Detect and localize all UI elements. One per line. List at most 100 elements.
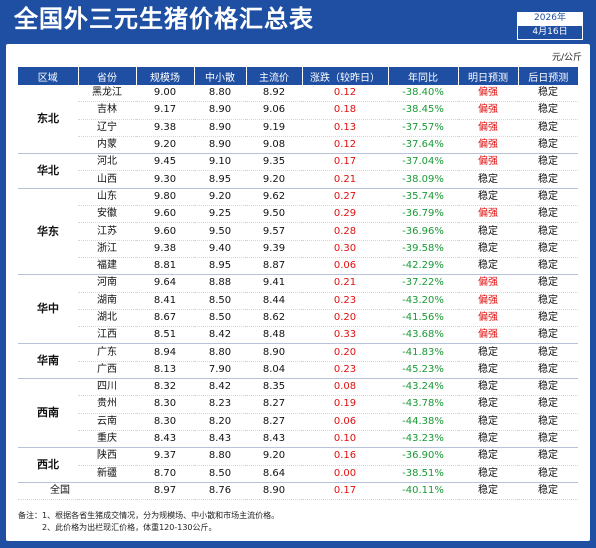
large-farm-cell: 9.60 — [136, 205, 194, 224]
main-price-cell: 9.06 — [246, 101, 302, 120]
date-day: 4月16日 — [517, 25, 583, 40]
table-row: 湖南 8.41 8.50 8.44 0.23 -43.20% 偏强 稳定 — [18, 292, 578, 310]
yoy-cell: -37.64% — [388, 136, 458, 155]
province-cell: 湖北 — [78, 309, 136, 328]
national-row: 全国 8.97 8.76 8.90 0.17 -40.11% 稳定 稳定 — [18, 482, 578, 501]
small-farm-cell: 8.23 — [194, 395, 246, 414]
change-cell: 0.08 — [302, 378, 388, 397]
forecast-after-cell: 稳定 — [518, 413, 578, 431]
province-cell: 内蒙 — [78, 136, 136, 155]
price-card: 元/公斤 区域 省份 规模场 中小散 主流价 涨跌（较昨日） 年同比 明日预测 … — [6, 44, 590, 541]
change-cell: 0.27 — [302, 188, 388, 207]
change-cell: 0.06 — [302, 413, 388, 431]
header-forecast-tomorrow: 明日预测 — [457, 67, 518, 85]
small-farm-cell: 8.90 — [194, 136, 246, 155]
province-cell: 重庆 — [78, 430, 136, 449]
table-row: 新疆 8.70 8.50 8.64 0.00 -38.51% 稳定 稳定 — [18, 465, 578, 483]
large-farm-cell: 8.97 — [136, 482, 194, 501]
change-cell: 0.17 — [302, 153, 388, 172]
yoy-cell: -45.23% — [388, 361, 458, 380]
large-farm-cell: 8.41 — [136, 292, 194, 310]
table-row: 华南 广东 8.94 8.80 8.90 0.20 -41.83% 稳定 稳定 — [18, 343, 578, 380]
table-row: 重庆 8.43 8.43 8.43 0.10 -43.23% 稳定 稳定 — [18, 430, 578, 449]
yoy-cell: -42.29% — [388, 257, 458, 276]
province-cell: 广东 — [78, 343, 136, 362]
small-farm-cell: 8.42 — [194, 326, 246, 345]
table-row: 辽宁 9.38 8.90 9.19 0.13 -37.57% 偏强 稳定 — [18, 119, 578, 137]
forecast-tomorrow-cell: 偏强 — [458, 292, 518, 310]
province-cell: 贵州 — [78, 395, 136, 414]
small-farm-cell: 8.43 — [194, 430, 246, 449]
main-price-cell: 9.19 — [246, 119, 302, 137]
forecast-after-cell: 稳定 — [518, 222, 578, 241]
table-row: 贵州 8.30 8.23 8.27 0.19 -43.78% 稳定 稳定 — [18, 395, 578, 414]
yoy-cell: -36.96% — [388, 222, 458, 241]
table-row: 华东 山东 9.80 9.20 9.62 0.27 -35.74% 稳定 稳定 — [18, 188, 578, 276]
yoy-cell: -43.68% — [388, 326, 458, 345]
yoy-cell: -37.57% — [388, 119, 458, 137]
header-region: 区域 — [18, 67, 78, 85]
forecast-tomorrow-cell: 稳定 — [458, 413, 518, 431]
large-farm-cell: 8.94 — [136, 343, 194, 362]
change-cell: 0.23 — [302, 292, 388, 310]
yoy-cell: -43.23% — [388, 430, 458, 449]
change-cell: 0.18 — [302, 101, 388, 120]
footnote-1: 备注：1、根据各省生猪成交情况，分为规模场、中小散和市场主流价格。 — [18, 511, 280, 520]
change-cell: 0.19 — [302, 395, 388, 414]
yoy-cell: -41.83% — [388, 343, 458, 362]
table-row: 西南 四川 8.32 8.42 8.35 0.08 -43.24% 稳定 稳定 — [18, 378, 578, 449]
footnotes: 备注：1、根据各省生猪成交情况，分为规模场、中小散和市场主流价格。 2、此价格为… — [18, 510, 279, 534]
footnote-2: 2、此价格为出栏现汇价格，体重120-130公斤。 — [42, 523, 217, 532]
table-row: 华北 河北 9.45 9.10 9.35 0.17 -37.04% 偏强 稳定 — [18, 153, 578, 189]
table-row: 安徽 9.60 9.25 9.50 0.29 -36.79% 偏强 稳定 — [18, 205, 578, 224]
forecast-tomorrow-cell: 偏强 — [458, 136, 518, 155]
small-farm-cell: 8.80 — [194, 343, 246, 362]
header-forecast-after: 后日预测 — [517, 67, 578, 85]
yoy-cell: -43.20% — [388, 292, 458, 310]
forecast-tomorrow-cell: 稳定 — [458, 222, 518, 241]
main-price-cell: 8.92 — [246, 85, 302, 103]
main-price-cell: 8.44 — [246, 292, 302, 310]
forecast-after-cell: 稳定 — [518, 101, 578, 120]
small-farm-cell: 8.80 — [194, 85, 246, 103]
yoy-cell: -43.24% — [388, 378, 458, 397]
forecast-tomorrow-cell: 偏强 — [458, 205, 518, 224]
forecast-tomorrow-cell: 稳定 — [458, 343, 518, 362]
region-cell: 华东 — [18, 188, 78, 276]
page-title: 全国外三元生猪价格汇总表 — [14, 5, 314, 33]
yoy-cell: -38.40% — [388, 85, 458, 103]
large-farm-cell: 9.80 — [136, 188, 194, 207]
large-farm-cell: 9.30 — [136, 170, 194, 189]
province-cell: 广西 — [78, 361, 136, 380]
forecast-after-cell: 稳定 — [518, 465, 578, 483]
large-farm-cell: 8.32 — [136, 378, 194, 397]
forecast-after-cell: 稳定 — [518, 188, 578, 207]
national-label: 全国 — [18, 482, 136, 501]
forecast-tomorrow-cell: 偏强 — [458, 153, 518, 172]
main-price-cell: 9.20 — [246, 447, 302, 466]
province-cell: 福建 — [78, 257, 136, 276]
province-cell: 河北 — [78, 153, 136, 172]
province-cell: 浙江 — [78, 240, 136, 258]
change-cell: 0.21 — [302, 170, 388, 189]
large-farm-cell: 9.60 — [136, 222, 194, 241]
forecast-tomorrow-cell: 偏强 — [458, 119, 518, 137]
forecast-tomorrow-cell: 稳定 — [458, 447, 518, 466]
province-cell: 新疆 — [78, 465, 136, 483]
main-price-cell: 8.64 — [246, 465, 302, 483]
small-farm-cell: 8.20 — [194, 413, 246, 431]
change-cell: 0.10 — [302, 430, 388, 449]
header-row: 区域 省份 规模场 中小散 主流价 涨跌（较昨日） 年同比 明日预测 后日预测 — [18, 67, 578, 85]
large-farm-cell: 8.13 — [136, 361, 194, 380]
forecast-after-cell: 稳定 — [518, 430, 578, 449]
small-farm-cell: 7.90 — [194, 361, 246, 380]
forecast-after-cell: 稳定 — [518, 361, 578, 380]
date-year: 2026年 — [517, 12, 583, 25]
change-cell: 0.12 — [302, 85, 388, 103]
forecast-tomorrow-cell: 稳定 — [458, 430, 518, 449]
large-farm-cell: 8.67 — [136, 309, 194, 328]
main-price-cell: 9.41 — [246, 274, 302, 293]
forecast-tomorrow-cell: 偏强 — [458, 101, 518, 120]
yoy-cell: -38.51% — [388, 465, 458, 483]
main-price-cell: 9.20 — [246, 170, 302, 189]
